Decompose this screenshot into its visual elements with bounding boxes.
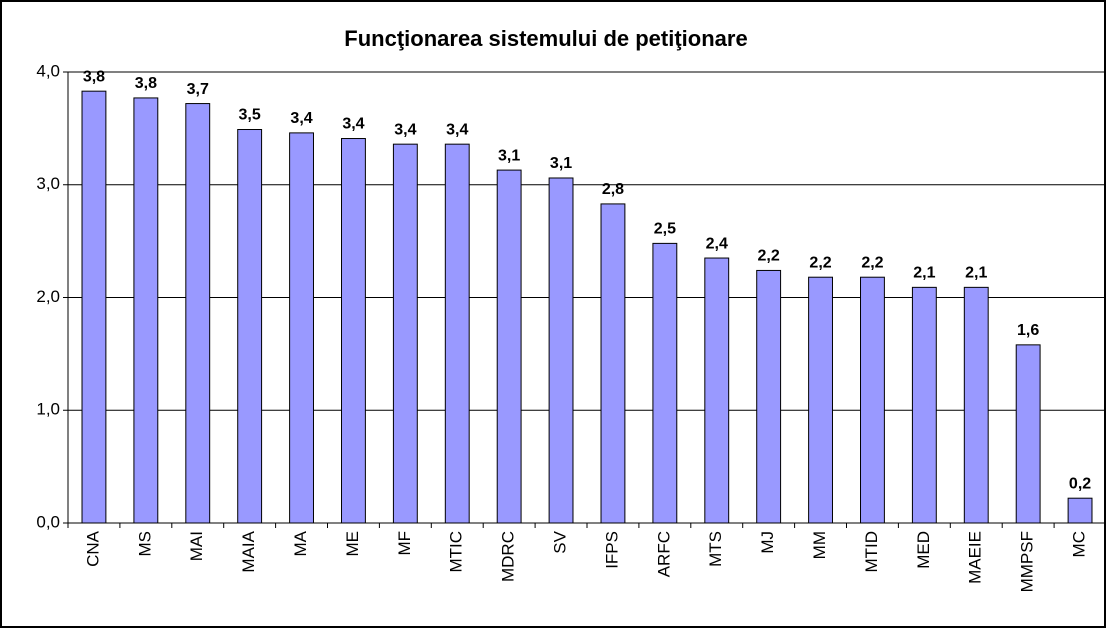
value-label: 3,8 <box>83 68 105 85</box>
bar <box>133 97 159 524</box>
bar <box>548 177 574 524</box>
bar <box>392 143 418 524</box>
x-tick-label: MMPSF <box>1018 531 1037 592</box>
x-tick-label: SV <box>551 530 570 553</box>
bar <box>600 203 626 524</box>
y-tick-label: 3,0 <box>36 174 60 193</box>
x-tick-label: MAI <box>187 531 206 561</box>
value-label: 2,2 <box>861 254 883 271</box>
bar <box>496 169 522 524</box>
value-label: 2,2 <box>809 254 831 271</box>
y-tick-label: 1,0 <box>36 400 60 419</box>
bar <box>341 138 366 524</box>
value-label: 1,6 <box>1017 322 1039 339</box>
x-tick-label: MA <box>291 530 310 556</box>
x-tick-label: ME <box>343 531 362 557</box>
bar <box>444 143 470 524</box>
bar <box>860 276 885 524</box>
value-label: 3,5 <box>239 107 261 124</box>
value-label: 2,1 <box>913 265 935 282</box>
x-tick-label: MED <box>914 531 933 569</box>
x-tick-label: IFPS <box>602 531 621 569</box>
value-label: 2,2 <box>758 248 780 265</box>
value-label: 3,1 <box>498 147 520 164</box>
value-label: 3,4 <box>394 121 416 138</box>
value-label: 2,5 <box>654 221 676 238</box>
value-label: 2,1 <box>965 265 987 282</box>
y-tick-label: 0,0 <box>36 512 60 531</box>
x-tick-label: CNA <box>83 530 102 567</box>
value-label: 3,7 <box>187 81 209 98</box>
bar <box>1067 497 1093 524</box>
value-label: 3,8 <box>135 75 157 92</box>
x-tick-label: MAIA <box>239 530 258 572</box>
x-tick-label: MF <box>395 531 414 556</box>
bar <box>963 286 989 524</box>
x-tick-label: MAEIE <box>966 531 985 584</box>
chart-title: Funcţionarea sistemului de petiţionare <box>344 26 747 51</box>
y-tick-label: 2,0 <box>36 287 60 306</box>
x-tick-label: MTID <box>862 531 881 573</box>
value-label: 3,4 <box>290 110 312 127</box>
bar <box>1015 344 1041 524</box>
bar <box>289 132 314 524</box>
bar <box>911 286 937 524</box>
x-tick-label: MC <box>1070 531 1089 557</box>
x-tick-label: MDRC <box>499 531 518 582</box>
x-tick-label: MS <box>135 531 154 557</box>
bar <box>237 129 263 524</box>
x-tick-label: ARFC <box>654 531 673 577</box>
x-tick-label: MTS <box>706 531 725 567</box>
bar <box>652 242 678 524</box>
y-tick-label: 4,0 <box>36 61 60 80</box>
x-tick-label: MJ <box>758 531 777 554</box>
value-label: 3,4 <box>342 116 364 133</box>
value-label: 3,4 <box>446 121 468 138</box>
x-tick-label: MTIC <box>447 531 466 573</box>
bar <box>808 276 833 524</box>
x-tick-label: MM <box>810 531 829 559</box>
bar <box>704 257 730 524</box>
value-label: 3,1 <box>550 155 572 172</box>
bar <box>756 269 782 524</box>
value-label: 2,8 <box>602 181 624 198</box>
bar <box>81 90 107 524</box>
value-label: 2,4 <box>706 235 728 252</box>
value-label: 0,2 <box>1069 475 1091 492</box>
bar <box>185 103 211 524</box>
